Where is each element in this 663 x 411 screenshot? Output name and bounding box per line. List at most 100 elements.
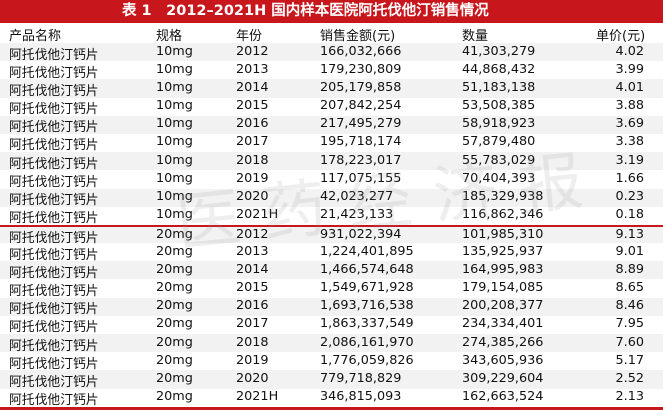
cell-unit-price: 8.65 xyxy=(615,279,645,295)
cell-quantity: 70,404,393 xyxy=(462,170,536,186)
cell-product: 阿托伐他汀钙片 xyxy=(9,283,99,299)
cell-product: 阿托伐他汀钙片 xyxy=(9,65,99,81)
cell-product: 阿托伐他汀钙片 xyxy=(9,247,99,263)
cell-unit-price: 1.66 xyxy=(615,170,645,186)
cell-sales: 205,179,858 xyxy=(320,79,402,95)
cell-quantity: 55,783,029 xyxy=(462,152,536,168)
cell-year: 2017 xyxy=(236,134,269,150)
table-row: 阿托伐他汀钙片 20mg 2015 1,549,671,928 179,154,085 8… xyxy=(0,279,663,299)
cell-year: 2020 xyxy=(236,189,269,204)
table-row: 阿托伐他汀钙片 10mg 2014 205,179,858 51,183,138 4.01 xyxy=(0,79,663,99)
cell-quantity: 53,508,385 xyxy=(462,98,536,114)
cell-product: 阿托伐他汀钙片 xyxy=(9,374,99,390)
cell-unit-price: 3.99 xyxy=(615,61,645,77)
cell-quantity: 164,995,983 xyxy=(462,261,544,277)
cell-product: 阿托伐他汀钙片 xyxy=(9,302,99,318)
cell-sales: 1,466,574,648 xyxy=(320,261,414,277)
cell-year: 2013 xyxy=(236,243,269,259)
cell-year: 2021H xyxy=(236,207,279,223)
cell-spec: 20mg xyxy=(156,352,193,368)
cell-unit-price: 3.19 xyxy=(615,152,645,168)
cell-product: 阿托伐他汀钙片 xyxy=(9,47,99,63)
cell-year: 2012 xyxy=(236,227,269,243)
cell-product: 阿托伐他汀钙片 xyxy=(9,356,99,372)
cell-quantity: 234,334,401 xyxy=(462,316,544,332)
cell-spec: 10mg xyxy=(156,189,193,204)
cell-product: 阿托伐他汀钙片 xyxy=(9,102,99,118)
cell-product: 阿托伐他汀钙片 xyxy=(9,338,99,354)
table-row: 阿托伐他汀钙片 20mg 2021H 346,815,093 162,663,524 2.… xyxy=(0,389,663,408)
cell-year: 2014 xyxy=(236,261,269,277)
cell-unit-price: 3.69 xyxy=(615,116,645,132)
cell-product: 阿托伐他汀钙片 xyxy=(9,211,99,227)
cell-quantity: 274,385,266 xyxy=(462,334,544,350)
cell-sales: 21,423,133 xyxy=(320,207,394,223)
cell-sales: 207,842,254 xyxy=(320,98,402,114)
cell-sales: 178,223,017 xyxy=(320,152,402,168)
cell-sales: 195,718,174 xyxy=(320,134,402,150)
header-unit-price: 单价(元) xyxy=(596,29,646,44)
cell-quantity: 57,879,480 xyxy=(462,134,536,150)
cell-spec: 10mg xyxy=(156,152,193,168)
cell-spec: 10mg xyxy=(156,116,193,132)
cell-product: 阿托伐他汀钙片 xyxy=(9,320,99,336)
cell-year: 2013 xyxy=(236,61,269,77)
table-row: 阿托伐他汀钙片 10mg 2016 217,495,279 58,918,923 3.69 xyxy=(0,115,663,136)
table-row: 阿托伐他汀钙片 20mg 2019 1,776,059,826 343,605,936 5… xyxy=(0,352,663,372)
header-product: 产品名称 xyxy=(9,29,62,44)
cell-quantity: 41,303,279 xyxy=(462,43,536,59)
cell-quantity: 162,663,524 xyxy=(462,389,544,405)
table-row: 阿托伐他汀钙片 20mg 2018 2,086,161,970 274,385,266 7… xyxy=(0,334,663,354)
cell-sales: 1,863,337,549 xyxy=(320,316,414,332)
cell-product: 阿托伐他汀钙片 xyxy=(9,174,99,190)
cell-spec: 10mg xyxy=(156,98,193,114)
cell-sales: 179,230,809 xyxy=(320,61,402,77)
table-row: 阿托伐他汀钙片 10mg 2017 195,718,174 57,879,480 3.38 xyxy=(0,134,663,154)
cell-product: 阿托伐他汀钙片 xyxy=(9,120,99,136)
cell-year: 2018 xyxy=(236,334,269,350)
cell-sales: 1,693,716,538 xyxy=(320,298,414,314)
cell-spec: 20mg xyxy=(156,279,193,295)
cell-quantity: 135,925,937 xyxy=(462,243,544,259)
table-row: 阿托伐他汀钙片 20mg 2013 1,224,401,895 135,925,937 9… xyxy=(0,243,663,263)
cell-year: 2021H xyxy=(236,389,279,405)
cell-product: 阿托伐他汀钙片 xyxy=(9,156,99,172)
cell-unit-price: 8.89 xyxy=(615,261,645,277)
cell-sales: 1,776,059,826 xyxy=(320,352,414,368)
cell-quantity: 58,918,923 xyxy=(462,116,536,132)
cell-year: 2020 xyxy=(236,370,269,386)
cell-quantity: 51,183,138 xyxy=(462,79,536,95)
table-row: 阿托伐他汀钙片 20mg 2017 1,863,337,549 234,334,401 7… xyxy=(0,316,663,336)
cell-unit-price: 5.17 xyxy=(615,352,645,368)
cell-year: 2019 xyxy=(236,170,269,186)
cell-year: 2019 xyxy=(236,352,269,368)
cell-unit-price: 4.02 xyxy=(615,43,645,59)
table-row: 阿托伐他汀钙片 10mg 2018 178,223,017 55,783,029 3.19 xyxy=(0,152,663,172)
table-row: 阿托伐他汀钙片 20mg 2020 779,718,829 309,229,604 2.5… xyxy=(0,370,663,390)
cell-spec: 20mg xyxy=(156,261,193,277)
table-row: 阿托伐他汀钙片 10mg 2019 117,075,155 70,404,393 1.66 xyxy=(0,170,663,190)
cell-sales: 931,022,394 xyxy=(320,227,402,243)
cell-quantity: 200,208,377 xyxy=(462,298,544,314)
cell-spec: 20mg xyxy=(156,334,193,350)
cell-spec: 10mg xyxy=(156,170,193,186)
header-sales: 销售金额(元) xyxy=(320,29,396,44)
cell-spec: 10mg xyxy=(156,61,193,77)
cell-product: 阿托伐他汀钙片 xyxy=(9,138,99,154)
cell-unit-price: 8.46 xyxy=(615,298,645,314)
cell-year: 2018 xyxy=(236,152,269,168)
table-row: 阿托伐他汀钙片 20mg 2016 1,693,716,538 200,208,377 8… xyxy=(0,297,663,318)
cell-quantity: 185,329,938 xyxy=(462,189,544,204)
cell-sales: 2,086,161,970 xyxy=(320,334,414,350)
cell-sales: 166,032,666 xyxy=(320,43,402,59)
cell-unit-price: 4.01 xyxy=(615,79,645,95)
cell-unit-price: 2.52 xyxy=(615,370,645,386)
cell-unit-price: 0.23 xyxy=(615,189,645,204)
cell-spec: 20mg xyxy=(156,316,193,332)
cell-year: 2015 xyxy=(236,98,269,114)
table-title: 表 1 2012–2021H 国内样本医院阿托伐他汀销售情况 xyxy=(0,0,663,23)
table-row: 阿托伐他汀钙片 10mg 2015 207,842,254 53,508,385 3.88 xyxy=(0,98,663,118)
cell-spec: 10mg xyxy=(156,134,193,150)
cell-unit-price: 0.18 xyxy=(615,207,645,223)
cell-sales: 779,718,829 xyxy=(320,370,402,386)
